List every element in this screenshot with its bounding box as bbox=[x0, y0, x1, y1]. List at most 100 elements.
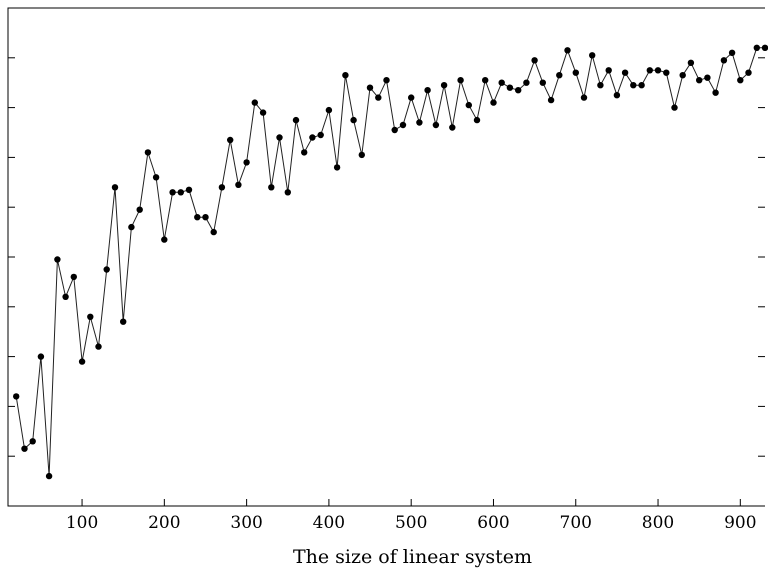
data-point bbox=[745, 69, 752, 76]
data-point bbox=[564, 47, 571, 54]
data-point bbox=[482, 77, 489, 84]
data-point bbox=[375, 94, 382, 101]
series-line bbox=[15, 47, 765, 477]
data-point bbox=[309, 134, 316, 141]
series-group bbox=[15, 47, 765, 477]
data-point bbox=[630, 82, 637, 89]
data-point bbox=[720, 57, 728, 64]
x-tick-label: 200 bbox=[148, 513, 180, 533]
data-point bbox=[177, 189, 184, 196]
data-point bbox=[498, 79, 505, 86]
data-point bbox=[580, 94, 588, 101]
x-tick-label: 800 bbox=[642, 513, 674, 533]
data-point bbox=[663, 69, 670, 76]
data-point bbox=[687, 59, 695, 66]
data-point bbox=[646, 67, 653, 74]
data-point bbox=[605, 67, 612, 74]
data-point bbox=[21, 445, 28, 452]
data-point bbox=[259, 109, 267, 116]
data-point bbox=[679, 72, 686, 79]
data-point bbox=[350, 116, 357, 124]
data-point bbox=[251, 99, 258, 106]
x-tick-label: 100 bbox=[66, 513, 98, 533]
data-point bbox=[13, 393, 20, 400]
data-point bbox=[523, 79, 530, 86]
data-point bbox=[144, 149, 152, 156]
data-point bbox=[753, 44, 760, 51]
data-point bbox=[29, 438, 36, 445]
data-point bbox=[301, 149, 308, 156]
data-point bbox=[531, 57, 538, 64]
data-point bbox=[589, 52, 596, 59]
data-point bbox=[465, 101, 472, 109]
data-point bbox=[333, 164, 341, 171]
data-point bbox=[424, 87, 431, 94]
x-tick-label: 900 bbox=[724, 513, 756, 533]
data-point bbox=[161, 236, 168, 243]
data-point bbox=[185, 186, 193, 193]
data-point bbox=[457, 77, 464, 84]
data-point bbox=[78, 358, 86, 365]
data-point bbox=[268, 184, 275, 191]
data-point bbox=[325, 106, 333, 114]
data-point bbox=[120, 318, 127, 325]
data-point bbox=[111, 184, 119, 191]
data-point bbox=[235, 181, 242, 188]
data-point bbox=[227, 136, 234, 144]
data-point bbox=[194, 214, 201, 221]
data-point bbox=[761, 44, 768, 51]
data-point bbox=[490, 99, 497, 106]
x-tick-label: 300 bbox=[230, 513, 262, 533]
x-axis-label: The size of linear system bbox=[293, 546, 532, 568]
data-point bbox=[449, 124, 456, 131]
data-point bbox=[416, 119, 423, 126]
data-point bbox=[317, 131, 324, 139]
data-point bbox=[276, 134, 283, 141]
data-point bbox=[539, 79, 546, 86]
x-tick-label: 600 bbox=[477, 513, 509, 533]
data-point bbox=[37, 353, 45, 360]
x-tick-label: 700 bbox=[560, 513, 592, 533]
data-point bbox=[696, 77, 703, 84]
data-point bbox=[638, 82, 645, 89]
data-point bbox=[391, 126, 398, 134]
data-point bbox=[440, 82, 448, 89]
data-point bbox=[136, 206, 143, 213]
x-tick-label: 400 bbox=[313, 513, 345, 533]
data-point bbox=[704, 74, 711, 81]
ticks: 100 200 300 400 500 600 700 800 900 bbox=[8, 57, 765, 533]
data-point bbox=[597, 82, 604, 89]
data-point bbox=[572, 69, 579, 76]
data-point bbox=[515, 87, 522, 94]
data-point bbox=[87, 313, 94, 320]
data-point bbox=[432, 121, 440, 129]
data-point bbox=[169, 189, 176, 196]
data-point bbox=[152, 174, 160, 181]
data-point bbox=[654, 67, 662, 74]
data-point bbox=[613, 92, 621, 99]
data-point bbox=[62, 293, 69, 300]
data-point bbox=[128, 223, 135, 231]
data-point bbox=[547, 96, 555, 104]
data-point bbox=[399, 121, 407, 129]
data-point bbox=[712, 89, 719, 96]
data-point bbox=[45, 472, 53, 480]
data-point bbox=[621, 69, 629, 76]
data-point bbox=[556, 72, 563, 79]
data-point bbox=[70, 273, 78, 281]
data-point bbox=[728, 49, 736, 56]
data-point bbox=[210, 228, 217, 236]
data-points bbox=[13, 44, 768, 480]
data-point bbox=[506, 84, 514, 91]
data-point bbox=[342, 72, 349, 79]
data-point bbox=[284, 189, 291, 196]
data-point bbox=[366, 84, 374, 91]
data-point bbox=[54, 256, 61, 263]
data-point bbox=[103, 266, 110, 273]
data-point bbox=[95, 343, 102, 350]
data-point bbox=[671, 104, 678, 111]
data-point bbox=[218, 184, 226, 191]
data-point bbox=[737, 77, 744, 84]
data-point bbox=[408, 94, 415, 101]
